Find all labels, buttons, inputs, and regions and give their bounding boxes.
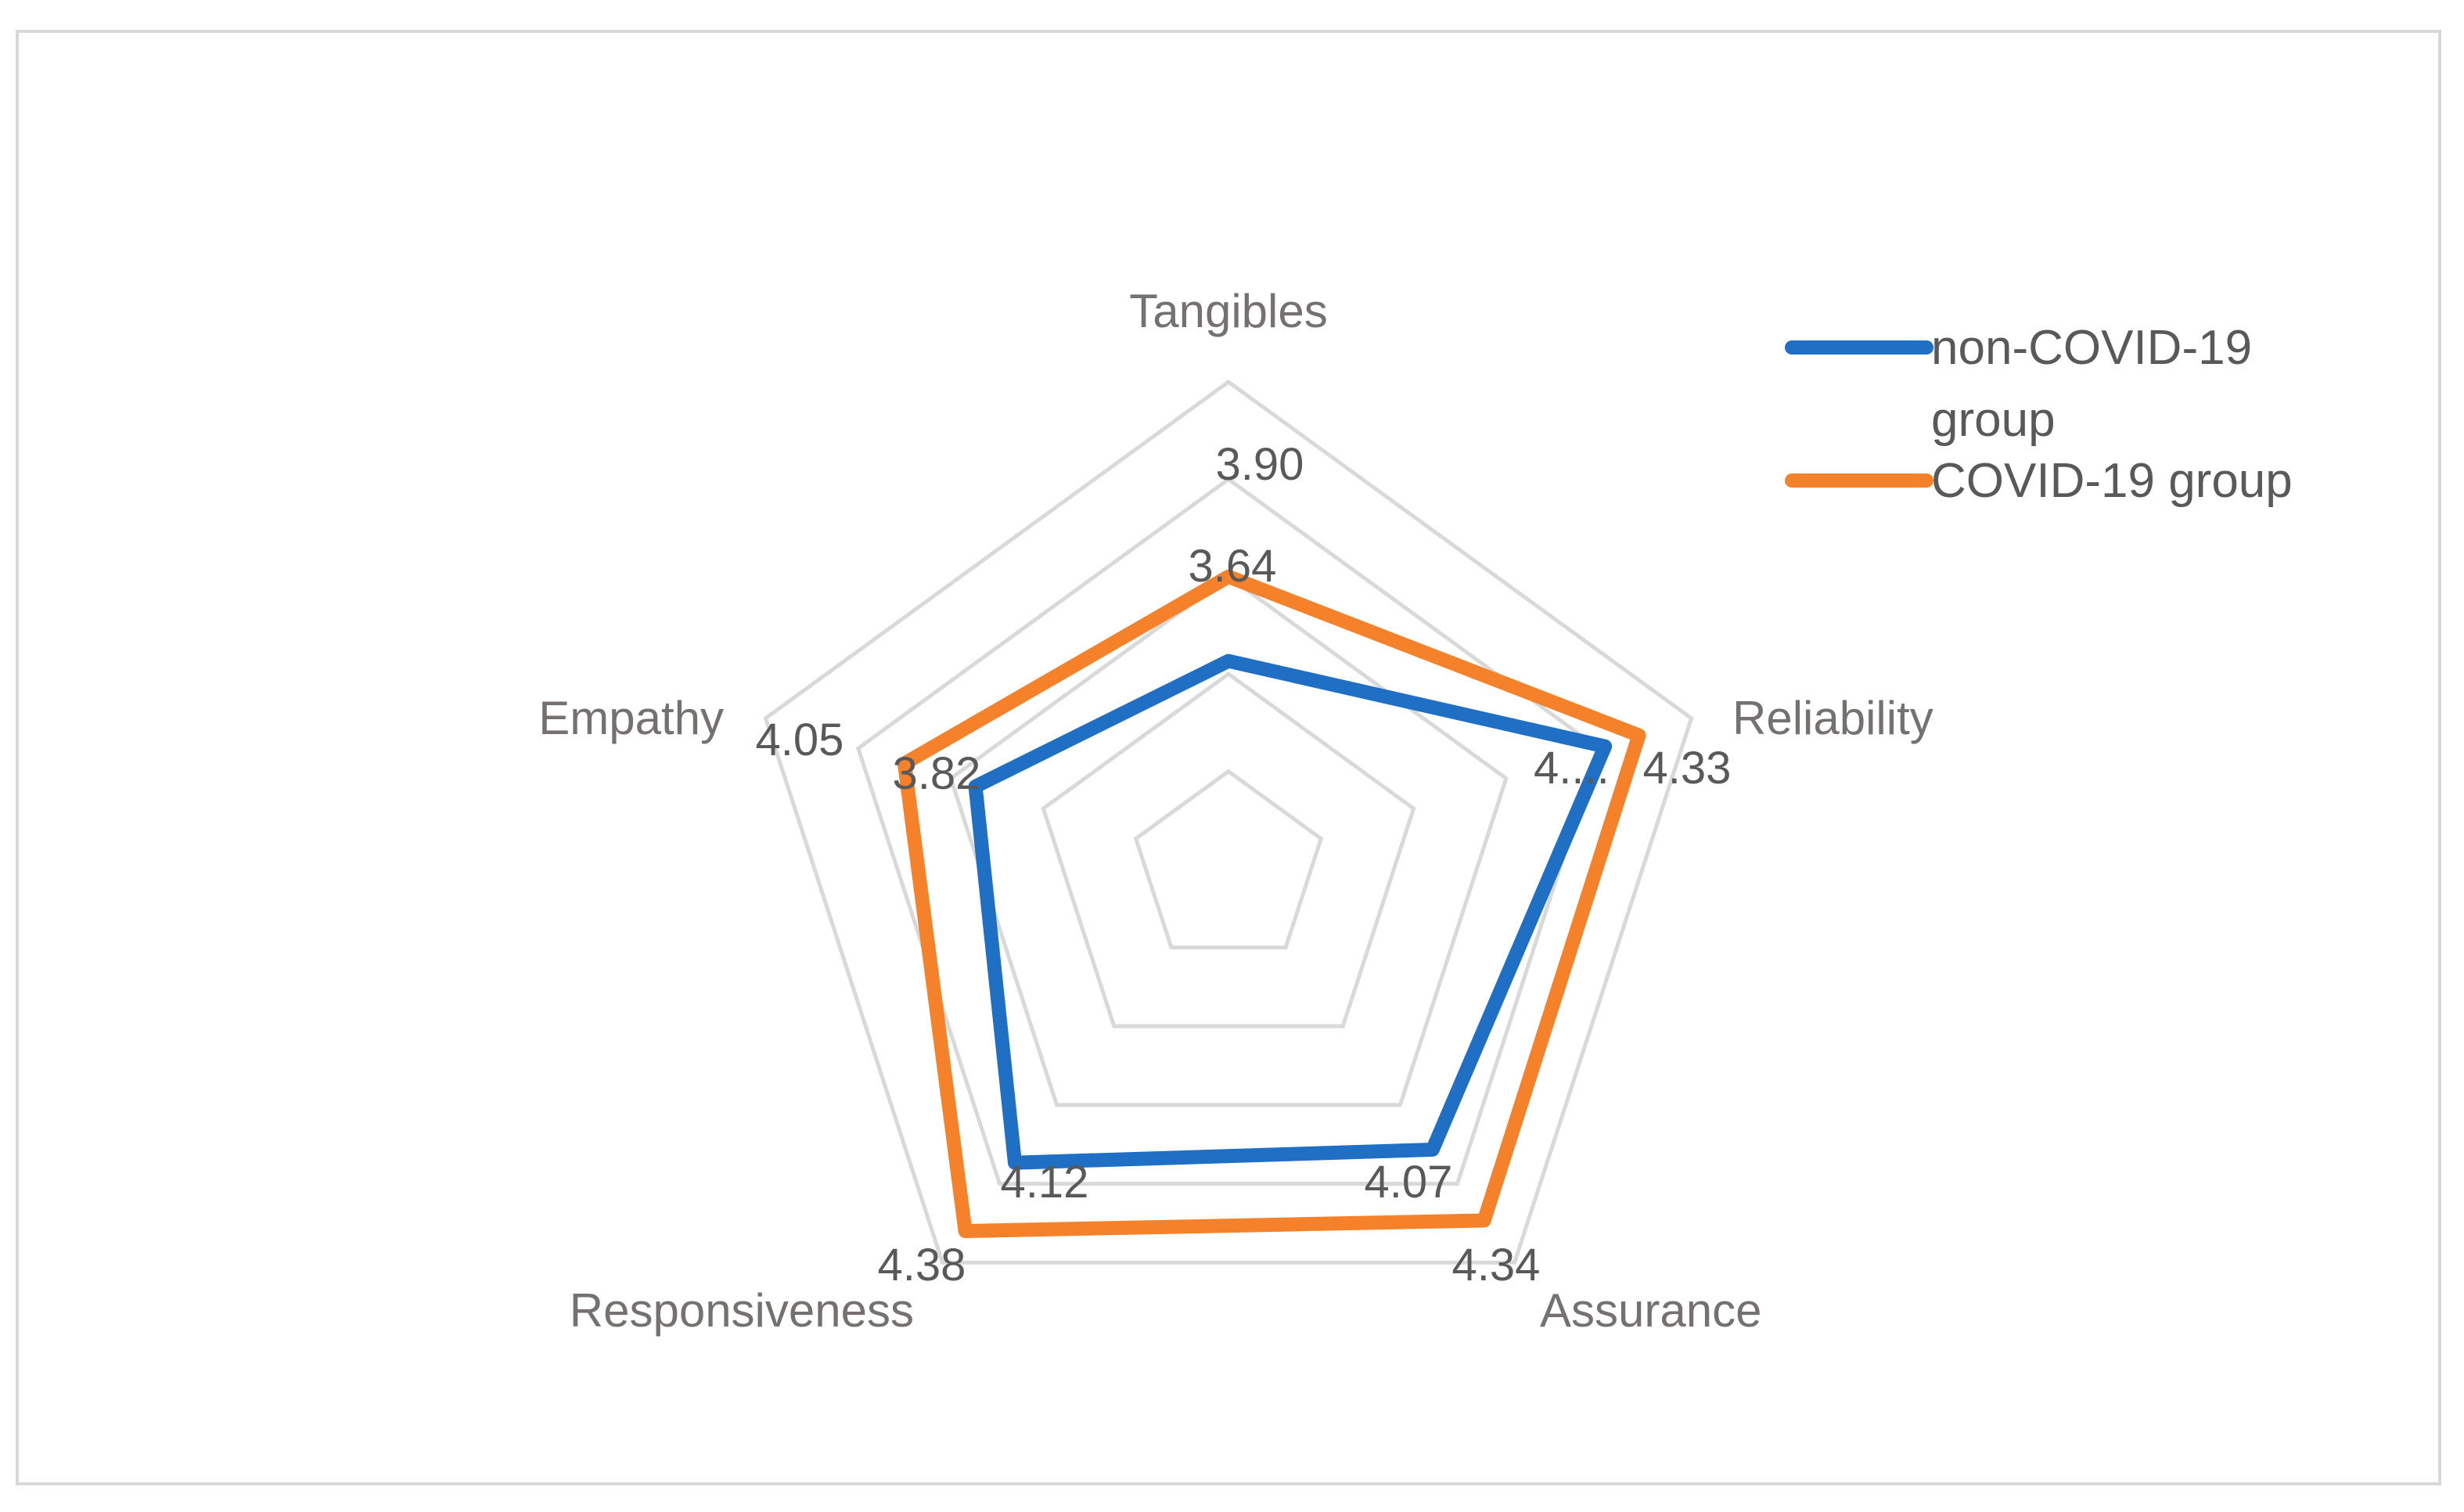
legend-label-noncovid-line1: non-COVID-19	[1931, 321, 2252, 375]
grid-ring-5	[763, 379, 1694, 1265]
grid-ring-2	[1041, 671, 1416, 1028]
series-line-noncovid	[968, 653, 1613, 1170]
axis-label-reliability: Reliability	[1732, 692, 1933, 744]
data-label-covid-reliability: 4.33	[1643, 743, 1732, 794]
grid-ring-1	[1133, 769, 1324, 950]
legend: non-COVID-19 group COVID-19 group	[1785, 321, 2293, 508]
axis-label-tangibles: Tangibles	[1129, 285, 1328, 337]
grid-ring-3	[948, 574, 1509, 1107]
series-layer	[897, 569, 1646, 1238]
data-label-noncovid-reliability: 4....	[1534, 743, 1610, 794]
data-label-covid-assurance: 4.34	[1452, 1240, 1541, 1291]
axis-label-responsiveness: Responsiveness	[570, 1284, 914, 1337]
data-label-noncovid-tangibles: 3.64	[1189, 541, 1277, 592]
data-label-noncovid-assurance: 4.07	[1365, 1157, 1453, 1208]
radar-grid	[763, 379, 1694, 1265]
data-label-noncovid-responsiveness: 4.12	[1001, 1157, 1089, 1208]
data-label-noncovid-empathy: 3.82	[893, 748, 981, 799]
data-label-covid-empathy: 4.05	[756, 715, 844, 765]
axis-label-assurance: Assurance	[1540, 1284, 1761, 1337]
legend-label-noncovid-line2: group	[1931, 393, 2056, 447]
label-layer: Tangibles Reliability Assurance Responsi…	[538, 285, 1933, 1337]
data-label-covid-responsiveness: 4.38	[878, 1240, 966, 1291]
data-label-covid-tangibles: 3.90	[1216, 439, 1304, 490]
axis-label-empathy: Empathy	[538, 692, 724, 744]
chart-frame	[16, 30, 2441, 1485]
legend-label-covid: COVID-19 group	[1931, 454, 2293, 508]
series-line-covid	[897, 569, 1646, 1238]
